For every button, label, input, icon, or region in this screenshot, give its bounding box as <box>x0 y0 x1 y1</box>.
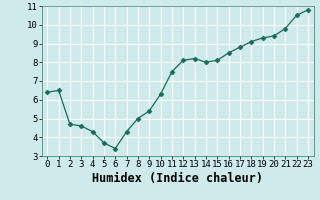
X-axis label: Humidex (Indice chaleur): Humidex (Indice chaleur) <box>92 172 263 185</box>
